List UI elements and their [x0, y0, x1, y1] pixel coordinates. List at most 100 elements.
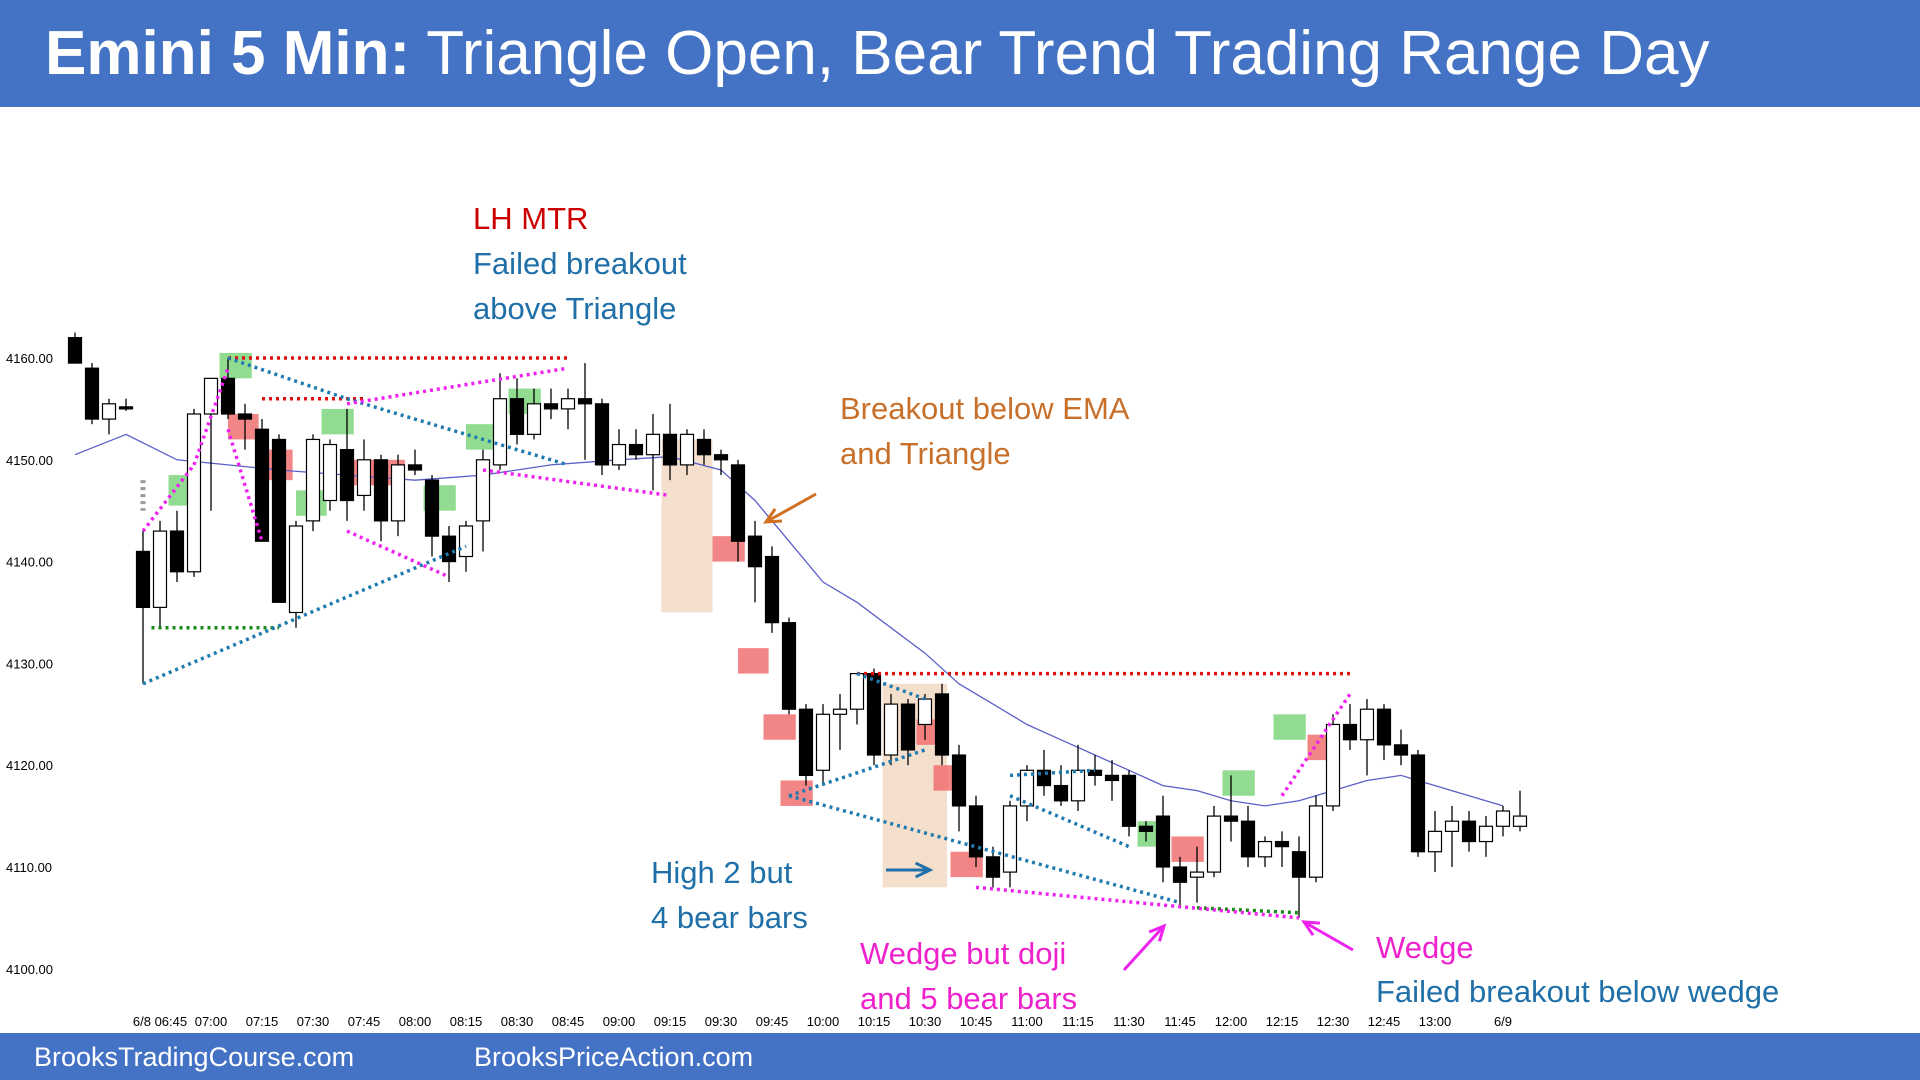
x-tick-label: 11:30 [1113, 1014, 1145, 1029]
page-title: Emini 5 Min: Triangle Open, Bear Trend T… [45, 16, 1709, 92]
bear-candle [985, 856, 1001, 878]
bull-signal-zone [321, 408, 354, 435]
magenta-dotted-line [192, 367, 230, 466]
annotation-line: LH MTR [473, 201, 589, 236]
x-tick-label: 12:00 [1215, 1014, 1248, 1029]
bull-candle [526, 403, 542, 435]
x-tick-label: 07:00 [195, 1014, 228, 1029]
bull-signal-zone [466, 424, 497, 450]
annotation-line: and Triangle [840, 436, 1011, 471]
bear-candle [543, 403, 559, 410]
bull-candle [1427, 830, 1443, 853]
annotation-wedge: Wedge [1376, 925, 1474, 970]
y-tick-label: 4150.00 [6, 453, 53, 468]
magenta-dotted-line [346, 366, 569, 406]
bear-candle [1104, 774, 1120, 782]
bull-candle [305, 438, 321, 522]
magenta-dotted-line [482, 468, 671, 498]
annotation-line: above Triangle [473, 291, 677, 326]
bear-candle [577, 398, 593, 405]
bear-candle [764, 555, 780, 624]
annotation-high2: High 2 but 4 bear bars [651, 850, 808, 940]
bear-candle [662, 433, 678, 466]
blue-dotted-line [1009, 794, 1130, 849]
x-tick-label: 10:30 [909, 1014, 942, 1029]
bear-candle [1240, 820, 1256, 858]
magenta-arrow-right [1303, 920, 1354, 952]
bull-candle [203, 377, 219, 415]
footer-banner: BrooksTradingCourse.com BrooksPriceActio… [0, 1033, 1920, 1080]
bear-candle [339, 449, 355, 502]
x-tick-label: 07:15 [246, 1014, 279, 1029]
bear-signal-zone [1171, 836, 1204, 862]
annotation-line: Wedge but doji [860, 936, 1067, 971]
bull-candle [815, 713, 831, 771]
footer-right-text: BrooksPriceAction.com [474, 1042, 754, 1072]
annotation-line: Failed breakout [473, 246, 687, 281]
annotation-lh-mtr: LH MTR [473, 196, 588, 241]
y-tick-label: 4110.00 [6, 860, 52, 875]
bull-signal-zone [1222, 770, 1255, 796]
bull-candle [679, 433, 695, 466]
bear-candle [1291, 851, 1307, 878]
x-tick-label: 07:45 [348, 1014, 381, 1029]
bear-candle [781, 622, 797, 710]
bear-candle [1172, 866, 1188, 883]
bull-candle [458, 525, 474, 558]
x-tick-label: 12:15 [1266, 1014, 1299, 1029]
bear-candle [118, 406, 134, 410]
bull-candle [832, 708, 848, 715]
x-tick-label: 08:30 [501, 1014, 534, 1029]
annotation-line: High 2 but [651, 855, 793, 890]
bull-candle [1019, 769, 1035, 807]
x-tick-label: 11:45 [1164, 1014, 1196, 1029]
bear-candle [271, 438, 287, 603]
bull-candle [322, 443, 338, 502]
bear-candle [441, 535, 457, 563]
bear-candle [594, 403, 610, 466]
bear-candle [798, 708, 814, 776]
magenta-arrow-left [1122, 924, 1166, 972]
blue-dotted-line [1009, 768, 1096, 778]
bull-candle [1495, 810, 1511, 827]
bear-candle [866, 672, 882, 756]
x-tick-label: 10:00 [807, 1014, 840, 1029]
blue-dotted-line [788, 794, 1181, 905]
bear-candle [900, 703, 916, 751]
x-tick-label: 09:15 [654, 1014, 687, 1029]
bear-candle [747, 535, 763, 568]
annotation-breakout-ema: Breakout below EMA and Triangle [840, 386, 1129, 476]
bull-candle [645, 433, 661, 456]
bull-candle [1002, 805, 1018, 873]
bull-candle [1189, 871, 1205, 878]
bull-candle [1257, 840, 1273, 858]
bull-candle [1070, 769, 1086, 802]
bull-candle [288, 525, 304, 614]
bear-candle [84, 367, 100, 420]
bull-candle [1308, 805, 1324, 878]
annotation-line: Breakout below EMA [840, 391, 1130, 426]
title-banner: Emini 5 Min: Triangle Open, Bear Trend T… [0, 0, 1920, 107]
bull-candle [1444, 820, 1460, 832]
bear-candle [1053, 784, 1069, 802]
bear-candle [951, 754, 967, 807]
bear-candle [1393, 744, 1409, 756]
bear-candle [628, 443, 644, 456]
bear-candle [169, 530, 185, 573]
bull-candle [1478, 825, 1494, 843]
bear-candle [254, 428, 270, 542]
bear-candle [1410, 754, 1426, 853]
y-tick-label: 4120.00 [6, 758, 53, 773]
bear-candle [968, 805, 984, 858]
y-tick-label: 4140.00 [6, 555, 53, 570]
bear-candle [1376, 708, 1392, 746]
x-tick-label: 12:45 [1368, 1014, 1401, 1029]
bull-candle [1359, 708, 1375, 741]
x-tick-label: 13:00 [1419, 1014, 1452, 1029]
x-tick-label: 6/9 [1494, 1014, 1512, 1029]
x-tick-label: 12:30 [1317, 1014, 1350, 1029]
x-tick-label: 10:45 [960, 1014, 993, 1029]
x-tick-label: 6/8 06:45 [133, 1014, 187, 1029]
bear-candle [1155, 815, 1171, 868]
